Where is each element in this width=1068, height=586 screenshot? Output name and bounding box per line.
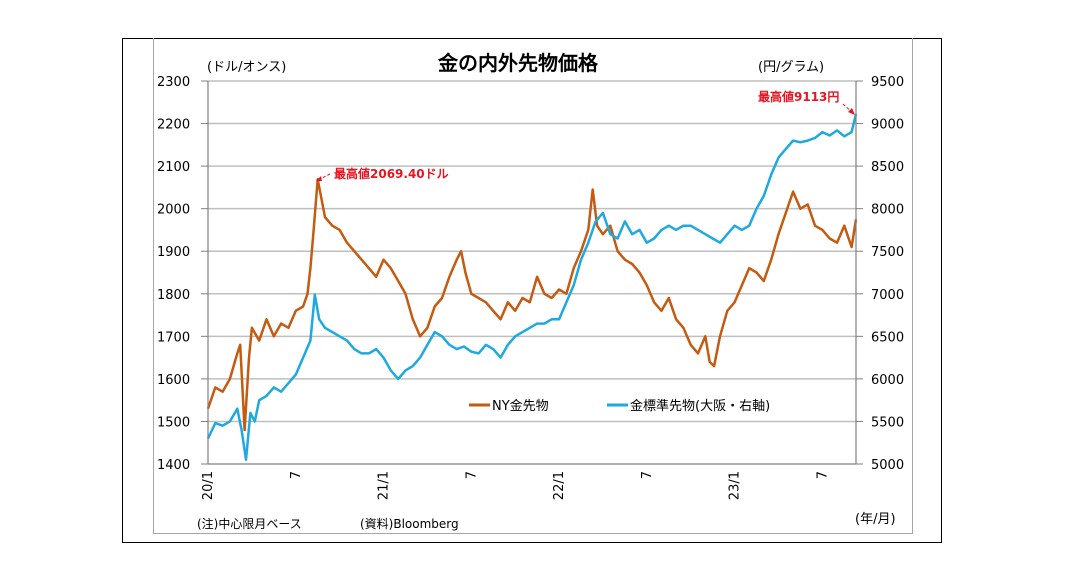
y-tick-label-right: 7000 (871, 288, 904, 303)
legend: NY金先物 金標準先物(大阪・右軸) (469, 398, 770, 414)
x-tick-label: 7 (464, 471, 479, 479)
x-tick-label: 7 (289, 471, 304, 479)
left-axis-unit: (ドル/オンス) (207, 60, 286, 75)
chart-inner-frame (153, 38, 913, 534)
annotations: 最高値2069.40ドル 最高値9113円 (316, 89, 855, 181)
chart-title: 金の内外先物価格 (437, 51, 599, 75)
axes: 1400 1500 1600 1700 1800 1900 2000 2100 2200 2300… (157, 75, 904, 500)
y-tick-label-left: 1600 (157, 373, 190, 388)
y-tick-label-left: 1500 (157, 415, 190, 430)
y-tick-label-left: 1400 (157, 458, 190, 473)
grid-lines (208, 80, 856, 423)
x-tick-label: 7 (815, 471, 830, 479)
x-tick-label: 21/1 (377, 471, 392, 500)
x-tick-label: 22/1 (552, 471, 567, 500)
y-tick-label-left: 2100 (157, 160, 190, 175)
y-tick-label-left: 2300 (157, 75, 190, 90)
y-tick-label-right: 5000 (871, 458, 904, 473)
legend-label-ny: NY金先物 (492, 398, 549, 414)
y-tick-label-right: 9500 (871, 75, 904, 90)
series-layer (206, 113, 858, 461)
chart-source: (資料)Bloomberg (360, 517, 459, 531)
chart-outer-frame (122, 38, 942, 543)
x-tick-label: 20/1 (201, 471, 216, 500)
y-tick-label-right: 7500 (871, 245, 904, 260)
series-line-ny-gold (206, 178, 858, 432)
x-tick-label: 23/1 (728, 471, 743, 500)
y-tick-label-right: 9000 (871, 118, 904, 133)
chart-note: (注)中心限月ベース (197, 516, 302, 531)
x-axis-unit: (年/月) (855, 512, 896, 527)
peak-arrowhead-osaka (848, 108, 855, 115)
y-tick-label-left: 2200 (157, 118, 190, 133)
y-tick-label-left: 1700 (157, 330, 190, 345)
right-axis-unit: (円/グラム) (758, 60, 824, 75)
y-tick-label-right: 6500 (871, 330, 904, 345)
peak-arrowhead-ny (316, 176, 322, 181)
y-tick-label-left: 1900 (157, 245, 190, 260)
y-tick-label-left: 2000 (157, 203, 190, 218)
y-tick-label-right: 8000 (871, 203, 904, 218)
y-tick-label-right: 8500 (871, 160, 904, 175)
peak-annotation-osaka: 最高値9113円 (758, 89, 839, 104)
x-tick-label: 7 (640, 471, 655, 479)
peak-annotation-ny: 最高値2069.40ドル (334, 166, 449, 181)
y-tick-label-right: 6000 (871, 373, 904, 388)
y-tick-label-right: 5500 (871, 415, 904, 430)
y-tick-label-left: 1800 (157, 288, 190, 303)
legend-label-osaka: 金標準先物(大阪・右軸) (630, 398, 770, 414)
